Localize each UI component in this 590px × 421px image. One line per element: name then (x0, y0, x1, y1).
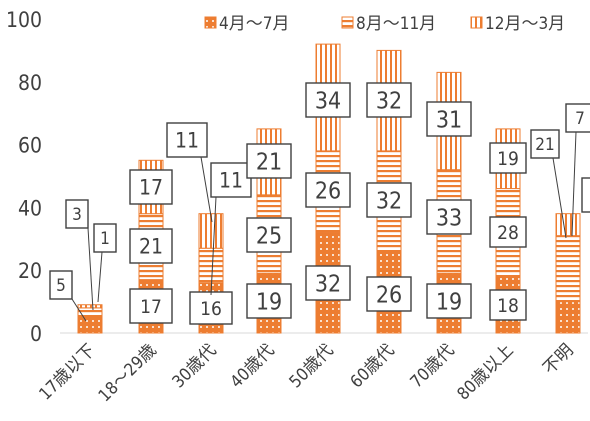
data-label-box (489, 289, 527, 321)
y-tick-label: 100 (6, 8, 42, 32)
data-label: 17 (139, 176, 163, 200)
data-label-box (49, 270, 73, 300)
legend-swatch (341, 16, 354, 29)
legend-label: 8月～11月 (356, 14, 436, 34)
legend-item: 12月～3月 (470, 14, 565, 34)
data-label: 32 (315, 271, 341, 297)
x-tick-label: 40歳代 (227, 340, 279, 392)
data-label-box (246, 143, 292, 179)
data-label: 21 (139, 235, 163, 259)
data-label: 26 (376, 282, 402, 308)
data-label-box (489, 216, 527, 248)
data-label-box (129, 288, 173, 324)
data-label-leader-line (571, 131, 577, 237)
x-tick-label: 30歳代 (169, 340, 221, 392)
bar-segment (198, 247, 224, 284)
x-tick-label: 70歳代 (407, 340, 459, 392)
y-tick-label: 60 (18, 134, 42, 158)
data-label: 32 (376, 188, 402, 214)
data-label: 1 (100, 229, 110, 249)
data-label: 19 (436, 289, 462, 315)
legend-item: 8月～11月 (341, 14, 436, 34)
x-tick-label: 18～29歳 (95, 340, 161, 406)
data-label-box (426, 283, 472, 319)
data-label: 31 (436, 107, 462, 133)
legend-swatch (204, 16, 217, 29)
y-tick-label: 20 (18, 259, 42, 283)
bar-segment (77, 307, 103, 318)
y-tick-label: 80 (18, 71, 42, 95)
data-label-box (166, 122, 208, 158)
data-label-leader-line (552, 157, 567, 239)
data-label-leader-line (210, 196, 217, 296)
data-label: 32 (376, 88, 402, 114)
data-label-box (426, 101, 472, 137)
data-label-box (366, 276, 412, 312)
data-label-box (305, 172, 351, 208)
x-tick-label: 17歳以下 (36, 340, 100, 404)
data-label-box (581, 177, 590, 213)
data-label: 16 (200, 298, 222, 320)
bar-segment (555, 235, 581, 303)
data-label: 11 (219, 169, 243, 193)
data-label: 18 (497, 295, 519, 317)
data-label: 21 (535, 135, 554, 155)
data-label: 7 (575, 109, 585, 129)
data-label: 28 (497, 222, 519, 244)
data-label: 11 (175, 129, 199, 153)
data-label-box (129, 169, 173, 205)
data-label-leader-line (87, 227, 94, 311)
data-label-box (246, 283, 292, 319)
data-label-box (305, 82, 351, 118)
bar-segment (77, 304, 103, 309)
data-label: 33 (436, 205, 462, 231)
data-label-leader-line (71, 298, 87, 322)
y-tick-label: 0 (30, 322, 42, 346)
data-label: 34 (315, 88, 341, 114)
data-labels-layer: 5311721171611111925213226342632321933311… (49, 82, 590, 325)
data-label-box (489, 142, 527, 174)
data-label-box (366, 82, 412, 118)
data-label: 17 (140, 296, 162, 318)
x-tick-label: 不明 (539, 340, 577, 378)
legend-item: 4月～7月 (204, 14, 289, 34)
data-label: 19 (256, 289, 282, 315)
y-tick-label: 40 (18, 196, 42, 220)
data-label: 26 (315, 178, 341, 204)
data-label-box (210, 162, 252, 198)
data-label-box (426, 199, 472, 235)
data-label: 3 (72, 205, 82, 225)
data-label-box (305, 265, 351, 301)
legend-label: 4月～7月 (219, 14, 289, 34)
data-label-box (129, 228, 173, 264)
data-label-box (246, 217, 292, 253)
x-tick-label: 50歳代 (286, 340, 338, 392)
data-label-leader-line (97, 251, 103, 303)
legend-label: 12月～3月 (485, 14, 565, 34)
x-tick-label: 60歳代 (347, 340, 399, 392)
legend: 4月～7月 8月～11月 12月～3月 (204, 14, 565, 34)
bar-segment (198, 213, 224, 249)
data-label-leader-line (200, 156, 213, 223)
data-label-box (565, 103, 590, 133)
data-label-box (93, 223, 117, 253)
data-label: 25 (256, 223, 282, 249)
bar-segment (555, 213, 581, 237)
data-label-box (65, 199, 89, 229)
bar-segment (77, 316, 103, 334)
data-label: 21 (256, 149, 282, 175)
data-label-box (366, 182, 412, 218)
x-tick-label: 80歳以上 (454, 340, 518, 404)
legend-swatch (470, 16, 483, 29)
data-label-box (189, 291, 233, 325)
bar-segment (555, 301, 581, 334)
data-label-box (530, 129, 560, 159)
data-label: 5 (56, 276, 66, 296)
data-label: 19 (497, 148, 519, 170)
